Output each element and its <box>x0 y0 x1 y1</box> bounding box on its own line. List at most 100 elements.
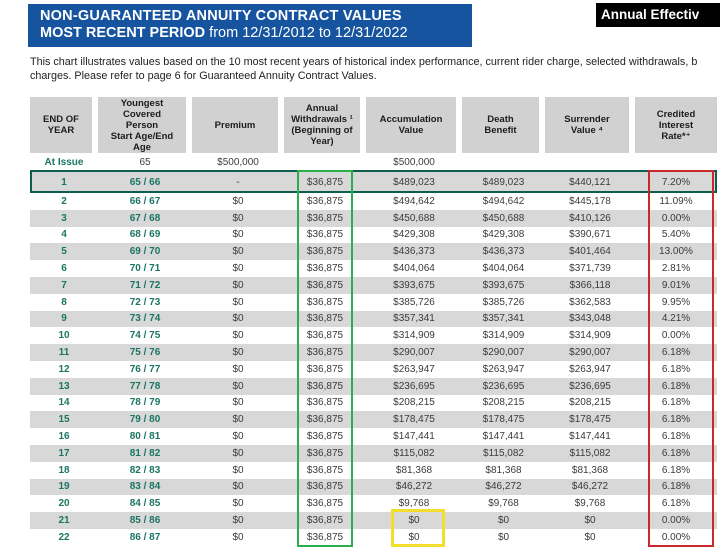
table-header-row: END OF YEAR Youngest Covered Person Start… <box>30 97 717 153</box>
cell-end-of-year: 22 <box>58 531 70 543</box>
cell-youngest-covered-person-ages: 71 / 72 <box>129 279 161 291</box>
cell-annual-withdrawals: $36,875 <box>306 447 344 459</box>
table-row-year-11: 11 75 / 76 $0 $36,875 $290,007 $290,007 $290,0… <box>30 344 717 361</box>
cell-surrender-value: $208,215 <box>569 397 611 409</box>
page-subtitle-bold: MOST RECENT PERIOD <box>40 25 206 41</box>
cell-death-benefit: $178,475 <box>482 414 525 426</box>
cell-end-of-year: 17 <box>58 447 70 459</box>
cell-credited-interest-rate: 6.18% <box>661 397 691 409</box>
table-row-year-16: 16 80 / 81 $0 $36,875 $147,441 $147,441 $147,4… <box>30 428 717 445</box>
cell-surrender-value: $314,909 <box>569 330 611 342</box>
cell-premium: $0 <box>232 279 244 291</box>
table-row-year-13: 13 77 / 78 $0 $36,875 $236,695 $236,695 $236,6… <box>30 377 717 395</box>
cell-accumulation-value: $0 <box>408 515 420 527</box>
cell-youngest-covered-person-ages: 73 / 74 <box>129 313 161 325</box>
cell-youngest-covered-person-ages: 84 / 85 <box>129 498 161 510</box>
cell-surrender-value: $343,048 <box>569 313 611 325</box>
cell-accumulation-value: $429,308 <box>393 229 435 241</box>
cell-premium: $0 <box>232 212 244 224</box>
table-row-year-5: 5 69 / 70 $0 $36,875 $436,373 $436,373 $401,46… <box>30 243 717 261</box>
cell-death-benefit: $357,341 <box>482 313 525 325</box>
cell-annual-withdrawals: $36,875 <box>306 330 344 342</box>
cell-credited-interest-rate: 11.09% <box>659 195 693 207</box>
table-row-year-19: 19 83 / 84 $0 $36,875 $46,272 $46,272 $46,272 6… <box>30 478 717 496</box>
cell-death-benefit: $147,441 <box>482 431 525 443</box>
cell-youngest-covered-person-ages: 81 / 82 <box>129 447 161 459</box>
cell-accumulation-value: $494,642 <box>393 195 435 207</box>
table-row-year-2: 2 66 / 67 $0 $36,875 $494,642 $494,642 $445,17… <box>30 193 717 210</box>
cell-premium: $0 <box>232 380 244 392</box>
cell-annual-withdrawals: $36,875 <box>306 380 344 392</box>
cell-premium: $0 <box>232 330 244 342</box>
cell-annual-withdrawals: $36,875 <box>306 229 344 241</box>
cell-surrender-value: $46,272 <box>571 481 609 493</box>
disclaimer-line1: This chart illustrates values based on t… <box>30 56 698 68</box>
cell-death-benefit: $0 <box>497 515 510 527</box>
cell-credited-interest-rate: 7.20% <box>661 176 691 188</box>
table-row-year-1: 1 65 / 66 - $36,875 $489,023 $489,023 $440,121… <box>30 171 717 193</box>
cell-surrender-value: $445,178 <box>569 195 611 207</box>
table-row-year-7: 7 71 / 72 $0 $36,875 $393,675 $393,675 $366,11… <box>30 276 717 294</box>
cell-credited-interest-rate: 6.18% <box>661 447 691 459</box>
cell-accumulation-value: $393,675 <box>393 279 435 291</box>
cell-surrender-value: $9,768 <box>574 498 606 510</box>
cell-annual-withdrawals: $36,875 <box>306 431 344 443</box>
cell-premium: $0 <box>232 414 244 426</box>
cell-credited-interest-rate: 4.21% <box>661 313 691 325</box>
cell-surrender-value: $390,671 <box>569 229 611 241</box>
cell-annual-withdrawals: $36,875 <box>306 397 344 409</box>
cell-end-of-year: 14 <box>58 397 70 409</box>
cell-surrender-value: $236,695 <box>569 380 611 392</box>
cell-accumulation-value: $314,909 <box>393 330 435 342</box>
cell-annual-withdrawals: $36,875 <box>306 246 344 258</box>
cell-end-of-year: 5 <box>61 246 67 258</box>
cell-death-benefit: $208,215 <box>482 397 525 409</box>
page-title-banner: NON-GUARANTEED ANNUITY CONTRACT VALUES M… <box>28 4 472 47</box>
column-header-annual-withdrawals: Annual Withdrawals ¹ (Beginning of Year) <box>284 97 366 153</box>
cell-accumulation-value: $404,064 <box>393 263 435 275</box>
cell-credited-interest-rate: 0.00% <box>661 212 691 224</box>
cell-accumulation-value: $385,726 <box>393 296 435 308</box>
cell-end-of-year: 2 <box>61 195 67 207</box>
cell-surrender-value: $410,126 <box>569 212 611 224</box>
column-header-credited-interest-rate: Credited Interest Rate*⁺ <box>635 97 717 153</box>
cell-end-of-year: At Issue <box>44 156 84 168</box>
cell-credited-interest-rate: 5.40% <box>661 229 691 241</box>
table-row-year-15: 15 79 / 80 $0 $36,875 $178,475 $178,475 $178,4… <box>30 411 717 429</box>
cell-end-of-year: 11 <box>58 347 70 359</box>
cell-youngest-covered-person-ages: 67 / 68 <box>129 212 161 224</box>
cell-accumulation-value: $500,000 <box>393 156 435 168</box>
cell-accumulation-value: $208,215 <box>393 397 435 409</box>
cell-annual-withdrawals: $36,875 <box>306 414 344 426</box>
table-row-year-8: 8 72 / 73 $0 $36,875 $385,726 $385,726 $362,58… <box>30 294 717 311</box>
table-row-year-22: 22 86 / 87 $0 $36,875 $0 $0 $0 0.00% <box>30 529 717 546</box>
cell-credited-interest-rate: 13.00% <box>659 246 693 258</box>
cell-surrender-value: $147,441 <box>569 431 611 443</box>
cell-annual-withdrawals: $36,875 <box>306 263 344 275</box>
cell-surrender-value: $178,475 <box>569 414 611 426</box>
cell-annual-withdrawals: $36,875 <box>306 195 344 207</box>
cell-credited-interest-rate: 2.81% <box>661 263 691 275</box>
cell-death-benefit: $404,064 <box>482 263 525 275</box>
cell-death-benefit: $236,695 <box>482 380 525 392</box>
cell-credited-interest-rate: 6.18% <box>661 498 691 510</box>
cell-youngest-covered-person-ages: 86 / 87 <box>129 531 161 543</box>
cell-annual-withdrawals: $36,875 <box>306 363 344 375</box>
cell-credited-interest-rate: 6.18% <box>661 380 691 392</box>
cell-accumulation-value: $0 <box>408 531 420 543</box>
cell-youngest-covered-person-ages: 85 / 86 <box>129 515 161 527</box>
cell-premium: $500,000 <box>217 156 259 168</box>
cell-premium: $0 <box>232 397 244 409</box>
cell-end-of-year: 12 <box>58 363 70 375</box>
cell-surrender-value: $362,583 <box>569 296 611 308</box>
cell-youngest-covered-person-ages: 75 / 76 <box>129 347 161 359</box>
cell-premium: $0 <box>232 229 244 241</box>
page-subtitle: MOST RECENT PERIOD from 12/31/2012 to 12… <box>40 25 472 42</box>
table-row-year-9: 9 73 / 74 $0 $36,875 $357,341 $357,341 $343,04… <box>30 310 717 328</box>
cell-end-of-year: 20 <box>58 498 70 510</box>
cell-surrender-value: $0 <box>584 515 596 527</box>
page-title: NON-GUARANTEED ANNUITY CONTRACT VALUES <box>40 8 402 24</box>
cell-youngest-covered-person-ages: 76 / 77 <box>129 363 161 375</box>
cell-premium: $0 <box>232 431 244 443</box>
cell-youngest-covered-person-ages: 72 / 73 <box>129 296 161 308</box>
